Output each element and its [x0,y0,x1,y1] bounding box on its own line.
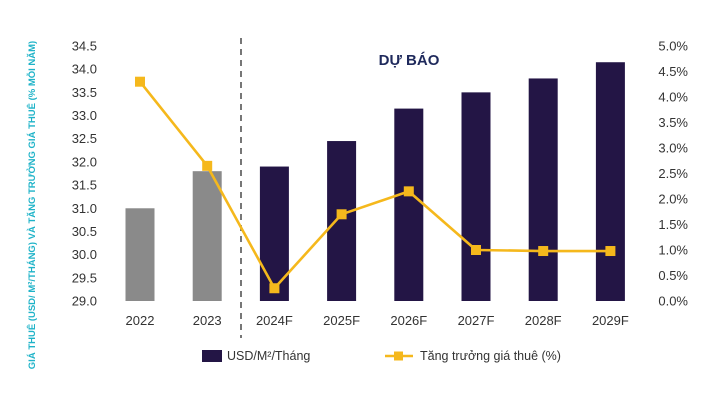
line-marker [605,246,616,257]
y-axis-right: 0.0% 0.5% 1.0% 1.5% 2.0% 2.5% 3.0% 3.5% 4.0% 4.5%… [658,39,688,309]
line-marker [202,160,213,171]
y-tick-label: 34.0 [72,62,97,77]
bar [595,62,625,302]
bar [192,171,222,301]
y-tick-label: 31.5 [72,178,97,193]
y-tick-label: 32.5 [72,131,97,146]
x-tick-label: 2022 [126,313,155,328]
y2-tick-label: 4.0% [658,90,688,105]
y2-tick-label: 2.5% [658,166,688,181]
y-tick-label: 29.0 [72,294,97,309]
bar [259,166,289,301]
bar [461,92,491,301]
y-tick-label: 33.5 [72,85,97,100]
x-tick-label: 2025F [323,313,360,328]
x-tick-label: 2026F [390,313,427,328]
legend-swatch-bar [202,350,222,362]
y2-tick-label: 2.0% [658,192,688,207]
x-tick-label: 2029F [592,313,629,328]
line-marker [538,246,549,257]
line-marker [269,283,280,294]
x-tick-label: 2028F [525,313,562,328]
legend-label-bar: USD/M²/Tháng [227,349,310,363]
line-marker [135,76,145,87]
line-marker [471,245,481,255]
bar [528,78,558,301]
x-tick-label: 2023 [193,313,222,328]
forecast-annotation: DỰ BÁO [379,52,440,69]
legend-label-line: Tăng trưởng giá thuê (%) [420,349,561,363]
y-tick-label: 29.5 [72,270,97,285]
y-tick-label: 30.5 [72,224,97,239]
x-axis: 2022 2023 2024F 2025F 2026F 2027F 2028F 2029F [126,313,629,328]
y2-tick-label: 3.0% [658,141,688,156]
y-tick-label: 34.5 [72,39,97,54]
y2-tick-label: 3.5% [658,115,688,130]
x-tick-label: 2024F [256,313,293,328]
y2-tick-label: 5.0% [658,39,688,54]
growth-line [138,80,611,290]
x-tick-label: 2027F [458,313,495,328]
legend: USD/M²/Tháng Tăng trưởng giá thuê (%) [202,349,561,363]
bar [394,108,424,301]
y-axis-left: 29.0 29.5 30.0 30.5 31.0 31.5 32.0 32.5 33.0 33.5… [72,39,97,309]
y2-tick-label: 0.5% [658,268,688,283]
y-tick-label: 31.0 [72,201,97,216]
line-marker [403,186,414,197]
y-tick-label: 32.0 [72,154,97,169]
y2-tick-label: 1.5% [658,217,688,232]
legend-swatch-marker [394,351,403,361]
line-marker [336,209,347,220]
y-tick-label: 30.0 [72,247,97,262]
y-axis-label: GIÁ THUÊ (USD/ M²/THÁNG) VÀ TĂNG TRƯỞNG … [26,41,38,369]
y-tick-label: 33.0 [72,108,97,123]
line-series [135,76,616,294]
bar [327,141,357,301]
bar-series [125,62,625,302]
y2-tick-label: 0.0% [658,294,688,309]
y2-tick-label: 1.0% [658,243,688,258]
y2-tick-label: 4.5% [658,64,688,79]
bar [125,208,155,301]
